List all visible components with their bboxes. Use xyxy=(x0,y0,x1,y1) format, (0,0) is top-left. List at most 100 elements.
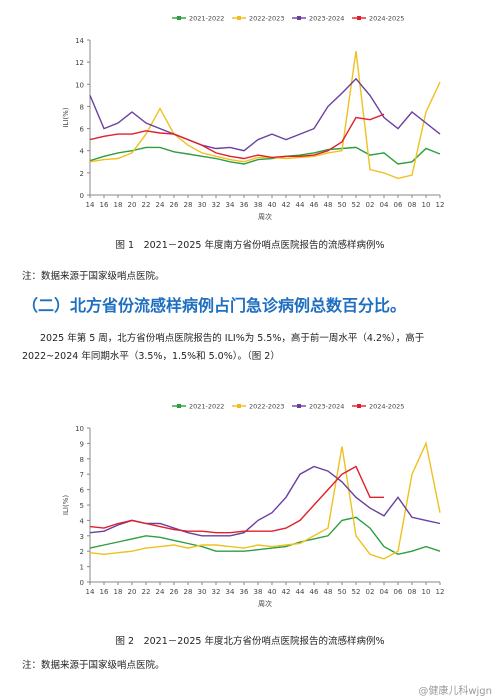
y-tick-label: 5 xyxy=(80,502,84,510)
y-tick-label: 8 xyxy=(80,103,84,111)
x-tick-label: 20 xyxy=(128,201,137,209)
y-tick-label: 4 xyxy=(80,517,85,525)
caption: 图 1 2021－2025 年度南方省份哨点医院报告的流感样病例% xyxy=(115,240,385,251)
legend-marker xyxy=(357,16,361,20)
y-tick-label: 10 xyxy=(75,81,84,89)
x-tick-label: 22 xyxy=(142,588,151,596)
legend-label: 2021-2022 xyxy=(189,403,224,411)
x-tick-label: 14 xyxy=(86,201,95,209)
x-tick-label: 38 xyxy=(254,201,263,209)
x-tick-label: 48 xyxy=(324,201,333,209)
y-tick-label: 9 xyxy=(80,440,84,448)
y-tick-label: 3 xyxy=(80,533,84,541)
x-axis-label: 周次 xyxy=(258,212,272,221)
x-tick-label: 30 xyxy=(198,588,207,596)
x-tick-label: 36 xyxy=(240,201,249,209)
x-tick-label: 22 xyxy=(142,201,151,209)
x-tick-label: 28 xyxy=(184,201,193,209)
x-tick-label: 34 xyxy=(226,201,235,209)
x-tick-label: 40 xyxy=(268,588,277,596)
legend-marker xyxy=(177,404,181,408)
note: 注：数据来源于国家级哨点医院。 xyxy=(22,271,165,282)
y-tick-label: 6 xyxy=(80,126,85,134)
y-tick-label: 2 xyxy=(80,548,84,556)
series-line xyxy=(89,77,441,152)
paragraph: 2025 年第 5 周，北方省份哨点医院报告的 ILI%为 5.5%，高于前一周… xyxy=(22,333,425,362)
x-tick-label: 48 xyxy=(324,588,333,596)
legend-label: 2022-2023 xyxy=(249,403,284,411)
x-tick-label: 50 xyxy=(338,588,347,596)
x-tick-label: 24 xyxy=(156,201,165,209)
legend-label: 2022-2023 xyxy=(249,15,284,23)
x-tick-label: 32 xyxy=(212,588,221,596)
x-tick-label: 26 xyxy=(170,588,179,596)
legend-marker xyxy=(177,16,181,20)
x-tick-label: 20 xyxy=(128,588,137,596)
x-tick-label: 10 xyxy=(422,201,431,209)
x-tick-label: 40 xyxy=(268,201,277,209)
x-tick-label: 12 xyxy=(436,201,445,209)
series-line xyxy=(89,51,441,180)
x-tick-label: 12 xyxy=(436,588,445,596)
x-tick-label: 50 xyxy=(338,201,347,209)
legend-label: 2021-2022 xyxy=(189,15,224,23)
x-tick-label: 36 xyxy=(240,588,249,596)
x-tick-label: 02 xyxy=(366,588,375,596)
y-tick-label: 12 xyxy=(75,59,84,67)
y-tick-label: 4 xyxy=(80,148,85,156)
y-tick-label: 1 xyxy=(80,564,84,572)
legend-marker xyxy=(357,404,361,408)
y-tick-label: 10 xyxy=(75,425,84,433)
x-tick-label: 42 xyxy=(282,201,291,209)
x-tick-label: 44 xyxy=(296,201,305,209)
y-tick-label: 6 xyxy=(80,487,85,495)
x-tick-label: 52 xyxy=(352,588,361,596)
x-tick-label: 04 xyxy=(380,588,389,596)
x-tick-label: 10 xyxy=(422,588,431,596)
y-tick-label: 14 xyxy=(75,37,84,45)
legend-marker xyxy=(237,16,241,20)
x-tick-label: 18 xyxy=(114,588,123,596)
series-line xyxy=(89,465,384,534)
heading: （二）北方省份流感样病例占门急诊病例总数百分比。 xyxy=(22,296,407,315)
x-tick-label: 18 xyxy=(114,201,123,209)
x-tick-label: 16 xyxy=(100,201,109,209)
x-tick-label: 08 xyxy=(408,588,417,596)
series-line xyxy=(89,146,441,165)
x-tick-label: 04 xyxy=(380,201,389,209)
series-line xyxy=(89,465,441,537)
legend-label: 2023-2024 xyxy=(309,15,344,23)
x-tick-label: 16 xyxy=(100,588,109,596)
note: 注：数据来源于国家级哨点医院。 xyxy=(22,660,165,671)
x-tick-label: 28 xyxy=(184,588,193,596)
x-tick-label: 42 xyxy=(282,588,291,596)
x-tick-label: 46 xyxy=(310,588,319,596)
x-tick-label: 32 xyxy=(212,201,221,209)
y-tick-label: 2 xyxy=(80,170,84,178)
y-axis-label: ILI(%) xyxy=(62,495,70,515)
legend-label: 2024-2025 xyxy=(369,403,404,411)
watermark: @健康儿科wjgn xyxy=(418,686,492,697)
legend-label: 2023-2024 xyxy=(309,403,344,411)
x-tick-label: 30 xyxy=(198,201,207,209)
y-tick-label: 7 xyxy=(80,471,84,479)
x-tick-label: 24 xyxy=(156,588,165,596)
x-tick-label: 06 xyxy=(394,201,403,209)
legend-marker xyxy=(297,16,301,20)
caption: 图 2 2021－2025 年度北方省份哨点医院报告的流感样病例% xyxy=(115,636,385,647)
x-tick-label: 08 xyxy=(408,201,417,209)
y-tick-label: 0 xyxy=(80,579,84,587)
x-tick-label: 44 xyxy=(296,588,305,596)
x-tick-label: 52 xyxy=(352,201,361,209)
x-tick-label: 34 xyxy=(226,588,235,596)
series-line xyxy=(89,441,441,560)
legend-marker xyxy=(297,404,301,408)
x-tick-label: 14 xyxy=(86,588,95,596)
x-tick-label: 06 xyxy=(394,588,403,596)
x-axis-label: 周次 xyxy=(258,599,272,608)
legend-label: 2024-2025 xyxy=(369,15,404,23)
series-line xyxy=(89,113,385,160)
x-tick-label: 38 xyxy=(254,588,263,596)
